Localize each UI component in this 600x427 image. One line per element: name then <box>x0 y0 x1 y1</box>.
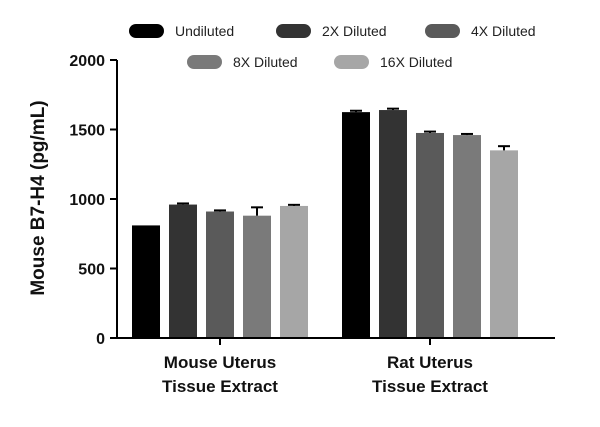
bar <box>416 132 444 338</box>
legend-label: 8X Diluted <box>233 54 298 70</box>
bar <box>490 150 518 338</box>
legend-swatch <box>187 55 222 69</box>
axes: 0 500 1000 1500 2000 Mouse Uterus Tissue Extra… <box>69 53 555 396</box>
legend: Undiluted 2X Diluted 4X Diluted 8X Diluted 1… <box>129 23 536 70</box>
bar <box>243 215 271 338</box>
legend-label: Undiluted <box>175 23 234 39</box>
legend-label: 4X Diluted <box>471 23 536 39</box>
bar <box>280 205 308 338</box>
bar <box>132 225 160 338</box>
legend-swatch <box>334 55 369 69</box>
legend-swatch <box>129 24 164 38</box>
legend-swatch <box>425 24 460 38</box>
bar <box>453 135 481 338</box>
legend-item: 2X Diluted <box>276 23 387 39</box>
y-tick-label: 500 <box>78 262 105 279</box>
x-category-label: Rat Uterus <box>387 353 473 372</box>
bar <box>206 211 234 338</box>
x-category-label: Mouse Uterus <box>164 353 276 372</box>
x-category-label: Tissue Extract <box>162 377 278 396</box>
y-tick-label: 1500 <box>69 123 105 140</box>
legend-label: 16X Diluted <box>380 54 452 70</box>
x-category-label: Tissue Extract <box>372 377 488 396</box>
legend-item: 8X Diluted <box>187 54 298 70</box>
legend-item: 4X Diluted <box>425 23 536 39</box>
y-tick-label: 2000 <box>69 53 105 70</box>
legend-item: Undiluted <box>129 23 234 39</box>
legend-label: 2X Diluted <box>322 23 387 39</box>
bar <box>169 204 197 338</box>
bar <box>379 110 407 338</box>
bar <box>342 112 370 338</box>
legend-swatch <box>276 24 311 38</box>
y-tick-label: 0 <box>96 331 105 348</box>
bars <box>132 107 518 338</box>
y-axis-title: Mouse B7-H4 (pg/mL) <box>28 100 49 295</box>
y-tick-label: 1000 <box>69 192 105 209</box>
legend-item: 16X Diluted <box>334 54 452 70</box>
